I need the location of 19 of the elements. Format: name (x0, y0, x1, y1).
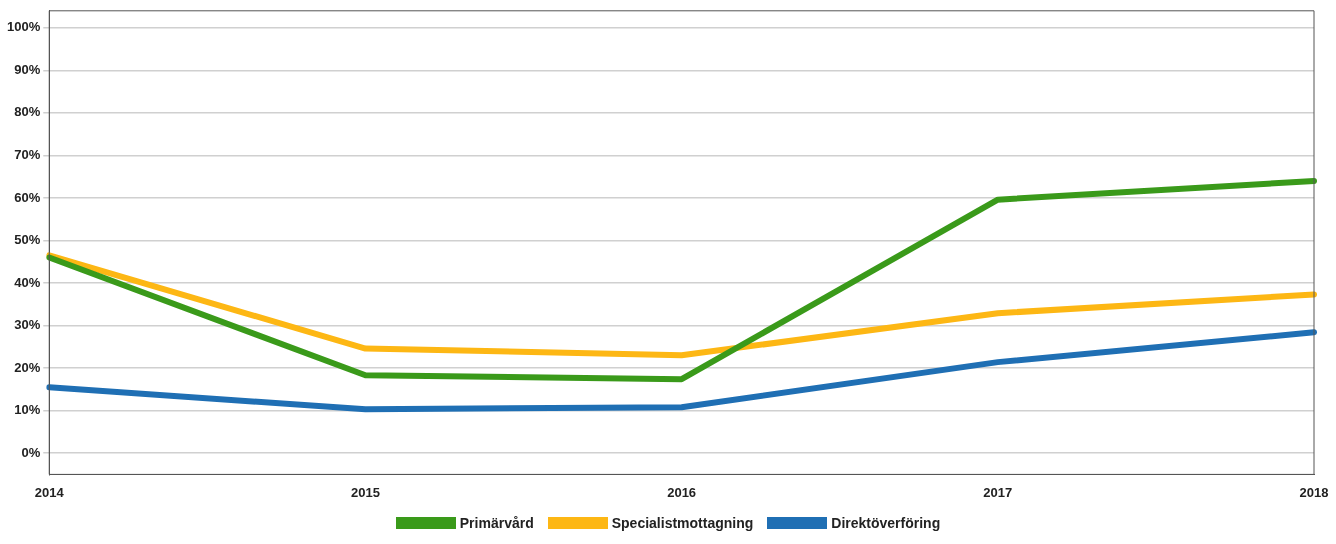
legend-label: Direktöverföring (831, 515, 941, 531)
y-tick-label: 20% (14, 359, 41, 375)
y-tick-label: 80% (14, 104, 41, 120)
y-tick-label: 60% (14, 189, 41, 205)
y-tick-label: 40% (14, 274, 41, 290)
x-tick-label: 2018 (1299, 484, 1329, 500)
y-tick-label: 100% (7, 19, 41, 35)
y-tick-label: 10% (14, 402, 41, 418)
y-tick-label: 0% (21, 444, 41, 460)
y-tick-label: 70% (14, 146, 41, 162)
y-tick-label: 90% (14, 61, 41, 77)
y-tick-label: 50% (14, 232, 41, 248)
legend-label: Primärvård (459, 515, 534, 531)
x-tick-label: 2016 (667, 484, 697, 500)
x-tick-label: 2014 (34, 484, 65, 500)
legend-label: Specialistmottagning (611, 515, 754, 531)
x-tick-label: 2015 (350, 484, 380, 500)
y-tick-label: 30% (14, 317, 41, 333)
x-tick-label: 2017 (983, 484, 1013, 500)
